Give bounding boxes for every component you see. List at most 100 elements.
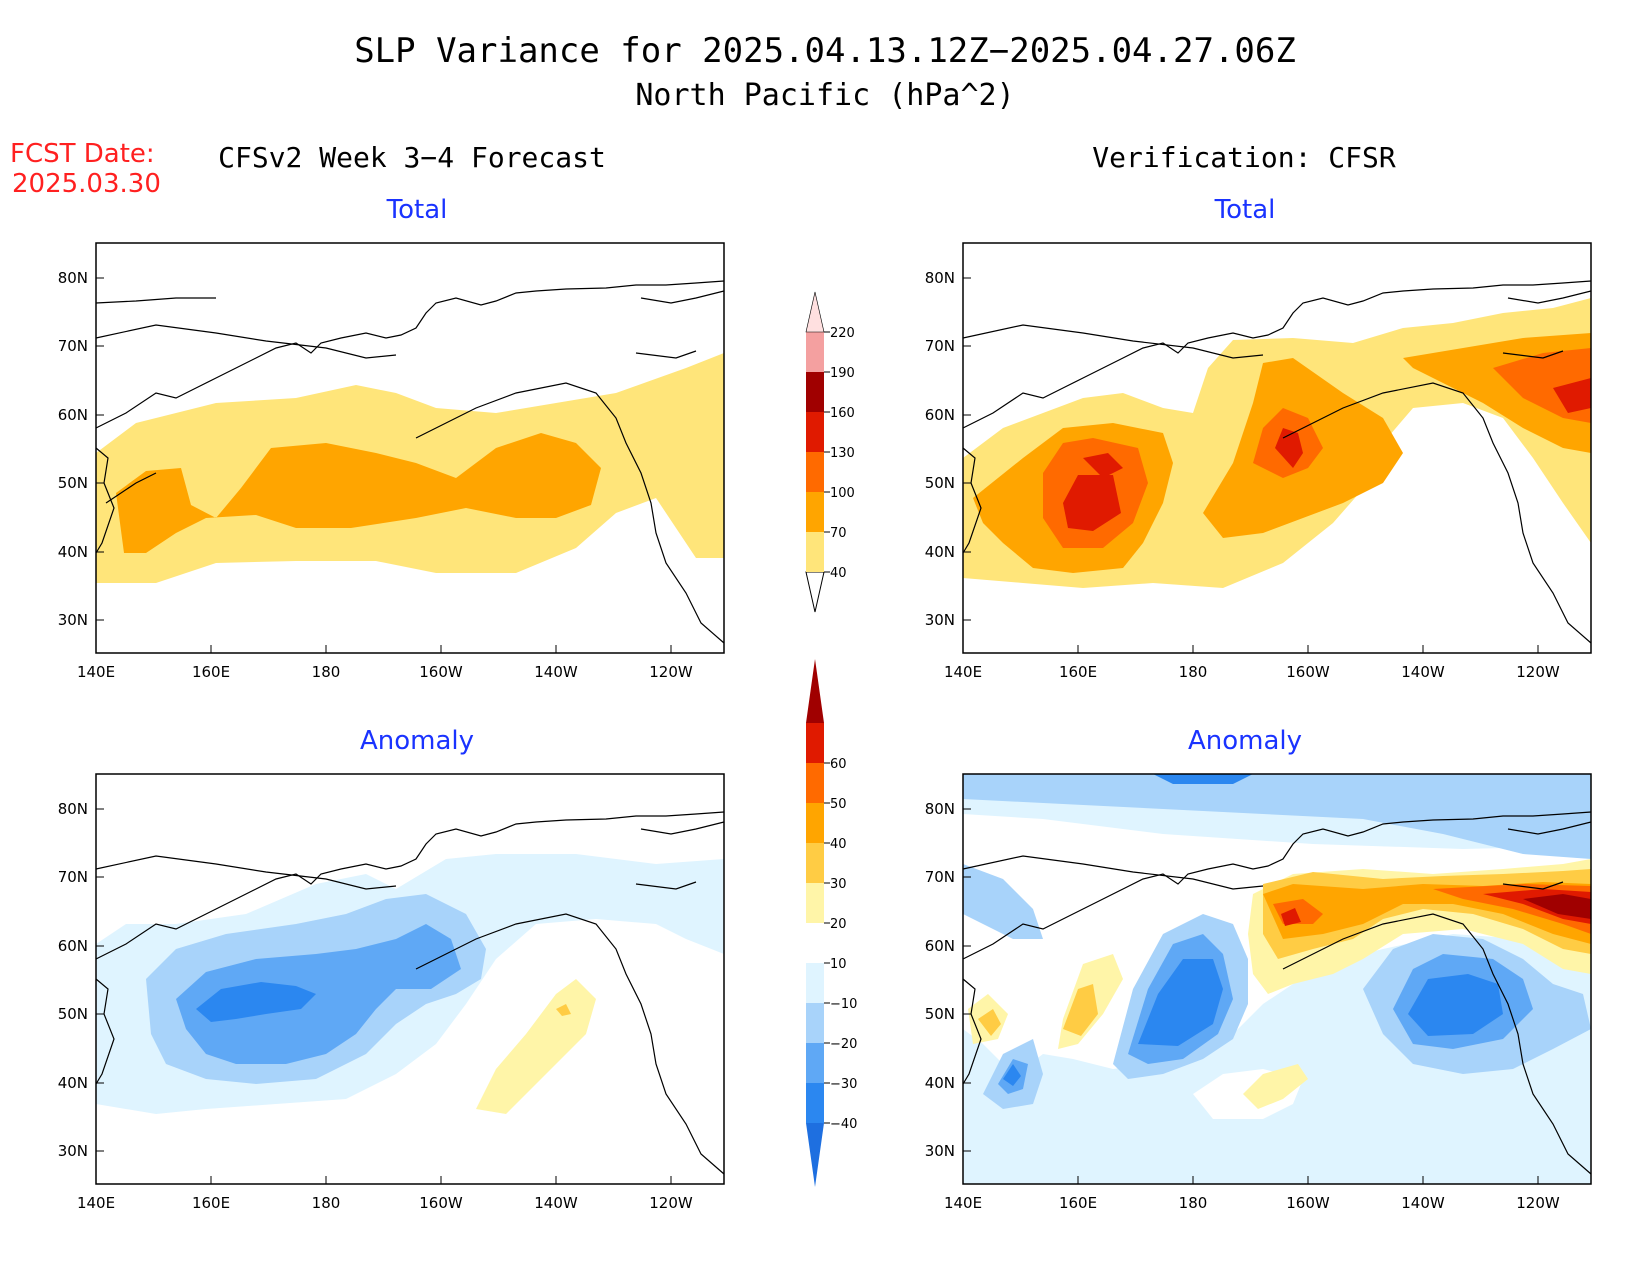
lon-tick-label: 160E — [192, 1194, 230, 1212]
main-subtitle: North Pacific (hPa^2) — [635, 78, 1014, 113]
contour-70 — [116, 433, 601, 553]
colorbar-anom-label: 10 — [830, 957, 847, 972]
left-column-title: CFSv2 Week 3−4 Forecast — [218, 141, 606, 174]
colorbar-anom-swatch — [806, 723, 824, 763]
lon-tick-label: 140W — [534, 663, 578, 681]
colorbar-anomaly: −40 −30 −20 −10 10 20 30 40 50 60 — [806, 659, 857, 1187]
lat-tick-label: 60N — [58, 406, 88, 424]
lon-tick-label: 160W — [419, 1194, 463, 1212]
lon-tick-label: 180 — [1179, 1194, 1208, 1212]
contour-neg40 — [1408, 974, 1503, 1036]
map-frame-fcst-anom — [95, 773, 725, 1185]
lat-tick-label: 40N — [58, 1074, 88, 1092]
lat-tick-label: 40N — [925, 543, 955, 561]
lat-tick-label: 70N — [58, 868, 88, 886]
lon-tick-label: 180 — [312, 663, 341, 681]
contour-neg20 — [963, 774, 1591, 859]
colorbar-anom-swatch — [806, 1043, 824, 1083]
contour-neg30 — [176, 924, 461, 1064]
map-panel-verif-total — [962, 280, 1592, 644]
contour-pos60 — [1523, 894, 1591, 919]
axes-layer: 140E 160E 180 160W 140W 120W 80N 70N 60N 50N 40N 30… — [58, 269, 1560, 1212]
map-panel-fcst-total — [95, 280, 725, 644]
lon-tick-label: 160W — [419, 663, 463, 681]
map-frame-verif-anom — [962, 773, 1592, 1185]
colorbar-total-label: 130 — [830, 446, 855, 461]
lat-tick-label: 30N — [58, 1142, 88, 1160]
lat-tick-label: 70N — [925, 868, 955, 886]
lon-tick-label: 140W — [1401, 663, 1445, 681]
lon-tick-label: 120W — [649, 1194, 693, 1212]
colorbar-anom-label: −20 — [830, 1037, 857, 1052]
lat-tick-label: 70N — [58, 337, 88, 355]
lat-tick-label: 80N — [925, 269, 955, 287]
coastlines — [95, 280, 725, 644]
contour-130 — [1275, 428, 1303, 468]
contour-130 — [1083, 453, 1123, 478]
lon-tick-label: 140E — [944, 1194, 982, 1212]
lon-tick-label: 160W — [1286, 1194, 1330, 1212]
colorbar-total-swatch — [806, 532, 824, 572]
fcst-date-value: 2025.03.30 — [12, 169, 161, 199]
colorbar-total-lower-tip — [805, 571, 825, 613]
colorbar-anom-swatch — [806, 963, 824, 1003]
lat-tick-label: 50N — [58, 474, 88, 492]
lon-tick-label: 140W — [534, 1194, 578, 1212]
colorbar-total-swatch — [806, 492, 824, 532]
lat-tick-label: 50N — [925, 474, 955, 492]
lon-tick-label: 140W — [1401, 1194, 1445, 1212]
colorbar-total-swatch — [806, 412, 824, 452]
lat-tick-label: 30N — [925, 1142, 955, 1160]
colorbar-total-label: 70 — [830, 526, 847, 541]
contour-pos10 — [1243, 1064, 1308, 1109]
lon-tick-label: 140E — [77, 663, 115, 681]
lon-tick-label: 140E — [77, 1194, 115, 1212]
lat-tick-label: 50N — [58, 1005, 88, 1023]
colorbar-anom-label: 60 — [830, 757, 847, 772]
lat-tick-label: 40N — [925, 1074, 955, 1092]
lon-tick-label: 160E — [192, 663, 230, 681]
colorbar-total-label: 220 — [830, 326, 855, 341]
coastlines — [962, 280, 1592, 644]
colorbar-anom-label: −10 — [830, 997, 857, 1012]
colorbar-anom-label: 20 — [830, 917, 847, 932]
lon-tick-label: 180 — [312, 1194, 341, 1212]
colorbar-total-swatch — [806, 372, 824, 412]
contour-pos20 — [978, 1009, 1001, 1036]
contour-neg20 — [963, 864, 1043, 939]
lat-tick-label: 30N — [58, 611, 88, 629]
colorbar-total-upper-tip — [805, 291, 825, 333]
contour-pos10 — [476, 979, 596, 1114]
lat-tick-label: 30N — [925, 611, 955, 629]
contour-neg40 — [1153, 774, 1253, 784]
colorbar-total-label: 160 — [830, 406, 855, 421]
colorbar-anom-label: −40 — [830, 1117, 857, 1132]
colorbar-total-label: 190 — [830, 366, 855, 381]
lat-tick-label: 80N — [58, 269, 88, 287]
lat-tick-label: 60N — [58, 937, 88, 955]
colorbar-anom-upper-tip — [806, 659, 824, 723]
map-panel-fcst-anom — [95, 811, 725, 1175]
colorbar-anom-swatch — [806, 1083, 824, 1123]
contour-pos20 — [556, 1004, 571, 1016]
contour-130 — [1553, 378, 1591, 413]
colorbar-total-label: 100 — [830, 486, 855, 501]
contour-neg40 — [1003, 1064, 1021, 1086]
lon-tick-label: 160W — [1286, 663, 1330, 681]
coastlines — [95, 811, 725, 1175]
colorbar-anom-label: −30 — [830, 1077, 857, 1092]
panel-subtitle-verif-anom: Anomaly — [1188, 726, 1302, 756]
colorbar-anom-swatch — [806, 843, 824, 883]
colorbar-total: 40 70 100 130 160 190 220 — [805, 291, 855, 613]
contour-neg40 — [1138, 959, 1223, 1046]
coastlines — [962, 811, 1592, 1175]
lon-tick-label: 120W — [649, 663, 693, 681]
colorbar-anom-swatch — [806, 923, 824, 963]
colorbar-total-label: 40 — [830, 566, 847, 581]
lat-tick-label: 50N — [925, 1005, 955, 1023]
lat-tick-label: 80N — [58, 800, 88, 818]
lat-tick-label: 40N — [58, 543, 88, 561]
contour-pos20 — [1063, 984, 1098, 1036]
colorbar-anom-swatch — [806, 1003, 824, 1043]
